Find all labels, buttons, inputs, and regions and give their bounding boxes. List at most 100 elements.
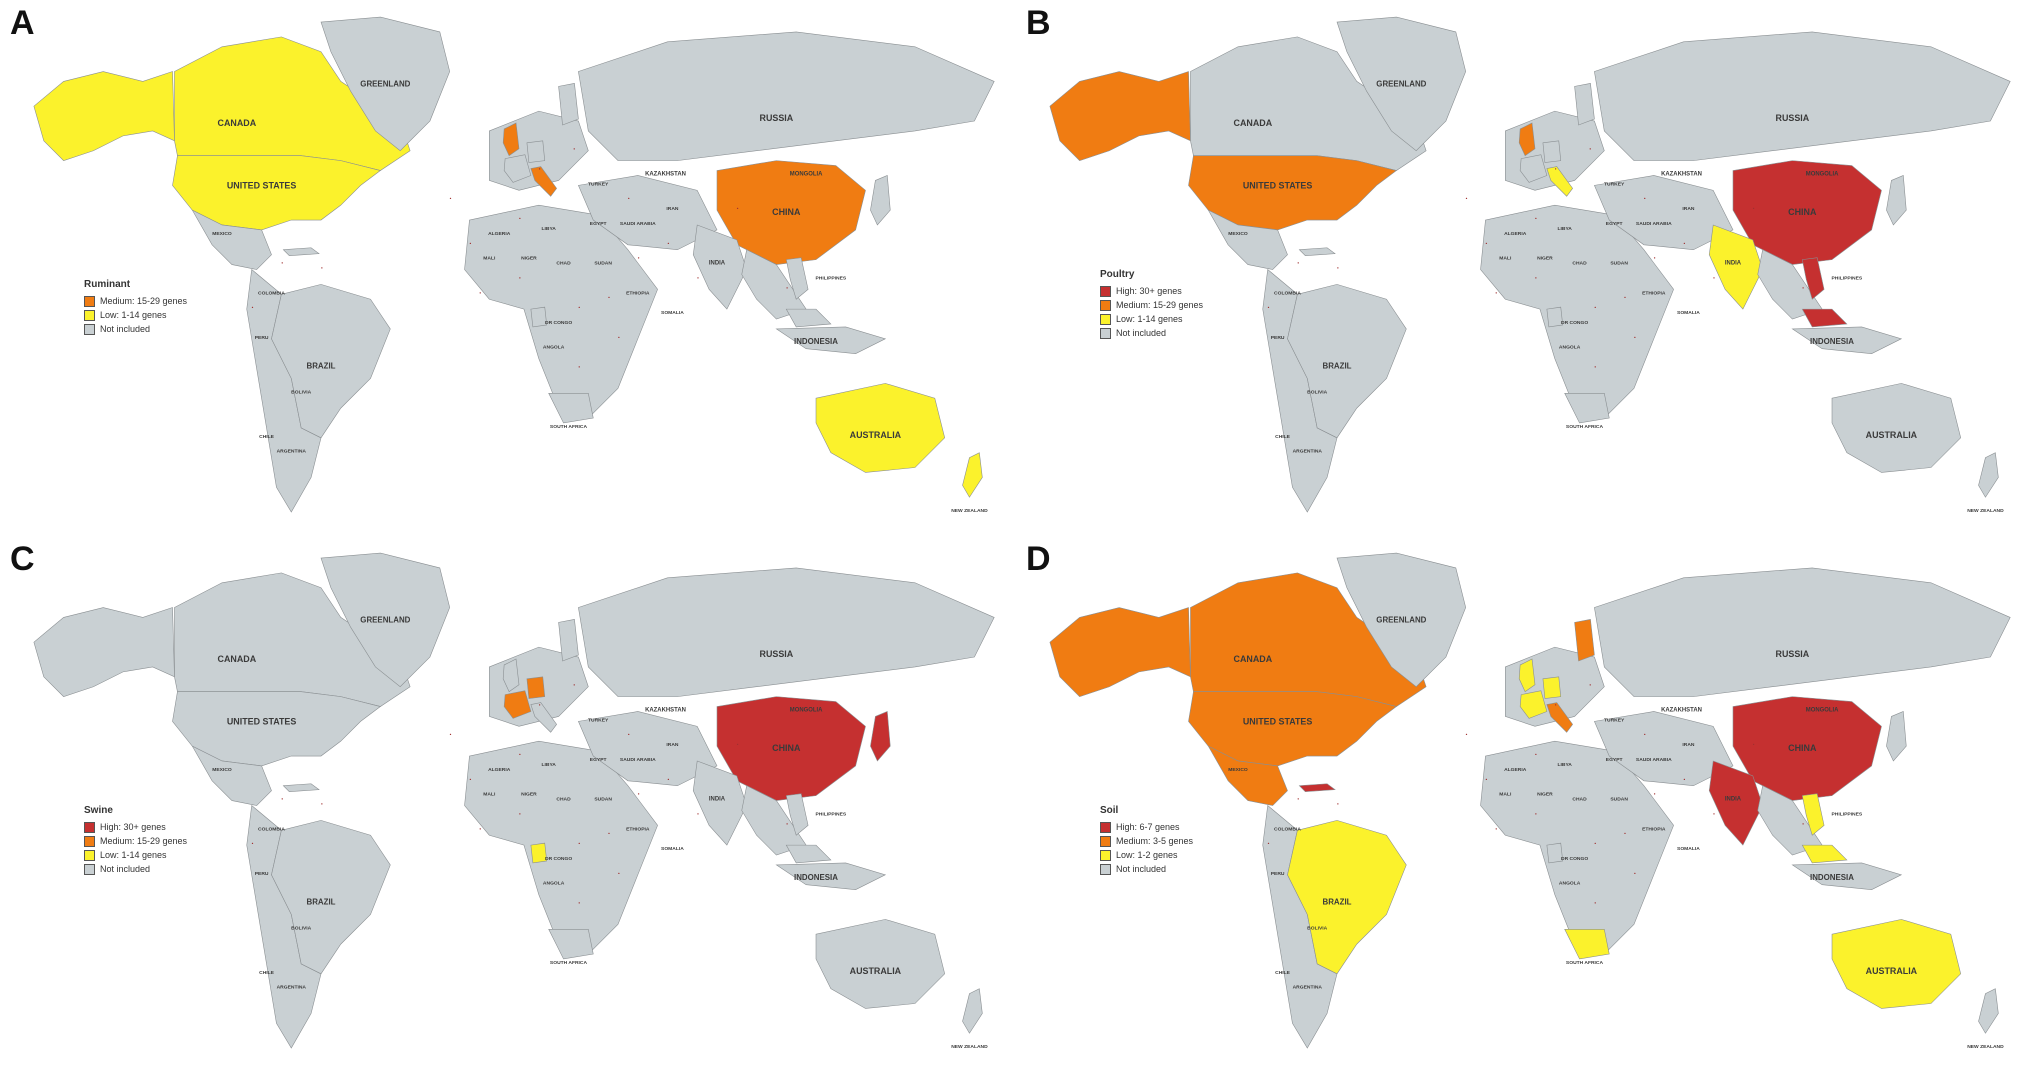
label-argentina: ARGENTINA [277, 985, 307, 991]
label-indonesia: INDONESIA [1810, 873, 1854, 882]
legend-item: High: 30+ genes [1100, 284, 1203, 298]
map-panel-c: C • • • • • • • • • • • • • • • • • • • • GREENLAND CANADA UNIT… [6, 540, 1016, 1070]
label-libya: LIBYA [1558, 226, 1573, 232]
label-mongolia: MONGOLIA [790, 707, 823, 713]
region-brazil [271, 820, 391, 975]
label-bolivia: BOLIVIA [291, 389, 311, 395]
region-australia [1831, 919, 1962, 1009]
region-cameroon [530, 842, 548, 864]
legend-swatch [1100, 849, 1111, 861]
map-panel-d: D • • • • • • • • • • • • • • • • • • • • GREENLAND CANADA UNIT… [1022, 540, 2032, 1070]
legend-title: Soil [1100, 805, 1119, 816]
label-philippines: PHILIPPINES [815, 811, 846, 817]
label-dr-congo: DR CONGO [545, 320, 572, 326]
region-mexico [191, 745, 272, 806]
minor-country-mark: • [1713, 812, 1715, 817]
minor-country-mark: • [1337, 803, 1339, 808]
legend-swatch [1100, 327, 1111, 339]
label-brazil: BRAZIL [1323, 362, 1352, 371]
region-uk [502, 122, 520, 157]
minor-country-mark: • [281, 262, 283, 267]
region-greenland [1336, 552, 1467, 688]
label-turkey: TURKEY [1604, 717, 1625, 723]
minor-country-mark: • [321, 267, 323, 272]
label-chile: CHILE [1275, 970, 1291, 976]
label-algeria: ALGERIA [488, 767, 511, 773]
label-somalia: SOMALIA [661, 310, 684, 316]
minor-country-mark: • [697, 812, 699, 817]
region-france [1519, 690, 1548, 719]
region-india [1708, 760, 1764, 846]
label-libya: LIBYA [542, 762, 557, 768]
region-germany [526, 140, 546, 163]
legend: Swine High: 30+ genes Medium: 15-29 genes L… [84, 805, 187, 876]
minor-country-mark: • [539, 704, 541, 709]
legend-item: Not included [1100, 862, 1193, 876]
label-colombia: COLOMBIA [1274, 826, 1301, 832]
label-philippines: PHILIPPINES [1831, 275, 1862, 281]
label-egypt: EGYPT [590, 757, 607, 763]
region-alaska [1049, 607, 1191, 697]
label-india: INDIA [1725, 261, 1742, 267]
minor-country-mark: • [1654, 257, 1656, 262]
label-peru: PERU [255, 335, 269, 341]
label-peru: PERU [255, 871, 269, 877]
label-dr-congo: DR CONGO [1561, 856, 1588, 862]
region-vietnam [785, 257, 809, 300]
region-brazil [1287, 820, 1407, 975]
label-south-africa: SOUTH AFRICA [550, 960, 588, 966]
legend-item: Not included [84, 322, 187, 336]
legend-item: Low: 1-2 genes [1100, 848, 1193, 862]
map-panel-b: B • • • • • • • • • • • • • • • • • • • • GREENLAND CANADA UNIT… [1022, 4, 2032, 534]
minor-country-mark: • [618, 336, 620, 341]
label-united-states: UNITED STATES [1243, 716, 1312, 726]
label-kazakhstan: KAZAKHSTAN [1661, 171, 1702, 177]
label-sudan: SUDAN [1610, 261, 1628, 267]
region-new-zealand [962, 452, 983, 498]
minor-country-mark: • [469, 778, 471, 783]
region-new-zealand [1978, 988, 1999, 1034]
legend-label: Not included [1116, 864, 1167, 874]
label-kazakhstan: KAZAKHSTAN [645, 171, 686, 177]
label-canada: CANADA [218, 654, 257, 664]
minor-country-mark: • [469, 242, 471, 247]
label-somalia: SOMALIA [1677, 310, 1700, 316]
region-finland [558, 83, 579, 126]
panel-letter: A [10, 4, 35, 42]
label-chad: CHAD [1572, 261, 1587, 267]
region-malaysia [1801, 844, 1848, 864]
label-china: CHINA [772, 743, 801, 753]
label-chile: CHILE [259, 434, 275, 440]
label-ethiopia: ETHIOPIA [626, 290, 650, 296]
label-kazakhstan: KAZAKHSTAN [1661, 707, 1702, 713]
region-seasia [1757, 249, 1823, 320]
label-niger: NIGER [1537, 256, 1553, 262]
region-japan [870, 711, 891, 762]
label-argentina: ARGENTINA [1293, 449, 1323, 455]
label-russia: RUSSIA [760, 113, 794, 123]
legend-swatch [84, 309, 95, 321]
minor-country-mark: • [578, 366, 580, 371]
label-brazil: BRAZIL [306, 898, 335, 907]
world-map: • • • • • • • • • • • • • • • • • • • • GREENLAND CANADA UNITE… [1049, 16, 2011, 514]
region-indonesia [1791, 862, 1903, 890]
label-sudan: SUDAN [1610, 797, 1628, 803]
legend-label: Medium: 15-29 genes [100, 296, 188, 306]
label-niger: NIGER [521, 256, 537, 262]
label-bolivia: BOLIVIA [1307, 389, 1327, 395]
region-france [503, 154, 532, 183]
label-canada: CANADA [218, 118, 257, 128]
label-mali: MALI [483, 792, 496, 798]
minor-country-mark: • [519, 217, 521, 222]
minor-country-mark: • [1486, 242, 1488, 247]
label-libya: LIBYA [1558, 762, 1573, 768]
region-china [716, 696, 866, 801]
region-italy [1546, 702, 1573, 733]
legend-item: Low: 1-14 genes [84, 308, 187, 322]
region-new-zealand [1978, 452, 1999, 498]
label-united-states: UNITED STATES [1243, 180, 1312, 190]
legend-label: Not included [100, 324, 151, 334]
minor-country-mark: • [281, 798, 283, 803]
label-china: CHINA [772, 207, 801, 217]
minor-country-mark: • [519, 276, 521, 281]
